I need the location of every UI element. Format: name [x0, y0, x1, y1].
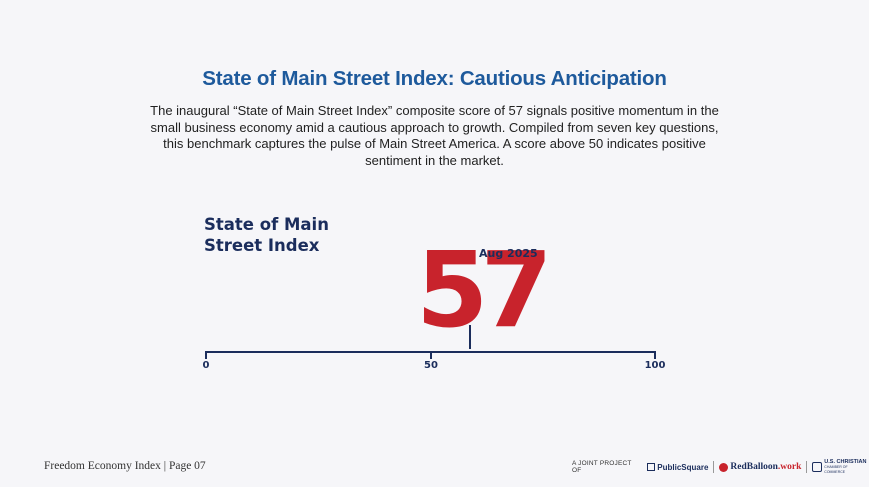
balloon-logo-icon	[719, 462, 729, 472]
publicsquare-logo: PublicSquare	[647, 463, 708, 472]
index-label-line2: Street Index	[204, 236, 320, 255]
index-label: State of Main Street Index	[204, 214, 364, 256]
uscc-logo: U.S. CHRISTIAN CHAMBER OF COMMERCE	[812, 458, 869, 475]
chamber-logo-icon	[812, 462, 823, 472]
redballoon-text: RedBalloon.work	[730, 462, 801, 472]
scale-label-min: 0	[202, 360, 210, 371]
publicsquare-text: PublicSquare	[657, 462, 709, 472]
scale-label-mid: 50	[424, 360, 438, 371]
uscc-main: U.S. CHRISTIAN	[824, 458, 867, 465]
logo-divider	[713, 461, 715, 473]
page-footer-label: Freedom Economy Index | Page 07	[44, 460, 206, 472]
joint-project-label: A JOINT PROJECT OF	[572, 460, 632, 474]
redballoon-logo: RedBalloon.work	[719, 462, 801, 472]
partner-logos: A JOINT PROJECT OF PublicSquare RedBallo…	[572, 458, 869, 475]
score-date: Aug 2025	[479, 247, 538, 260]
redballoon-suffix: .work	[777, 462, 802, 472]
square-logo-icon	[647, 463, 656, 471]
index-label-line1: State of Main	[204, 215, 329, 234]
intro-paragraph: The inaugural “State of Main Street Inde…	[150, 103, 719, 168]
uscc-sub: CHAMBER OF COMMERCE	[824, 464, 848, 474]
uscc-text: U.S. CHRISTIAN CHAMBER OF COMMERCE	[824, 458, 869, 475]
scale-tick-100	[654, 351, 656, 359]
scale-label-max: 100	[644, 360, 666, 371]
logo-divider	[806, 461, 808, 473]
page-title: State of Main Street Index: Cautious Ant…	[202, 67, 667, 90]
redballoon-main: RedBalloon	[730, 462, 778, 472]
scale-tick-50	[430, 351, 432, 359]
index-score: 57	[416, 229, 553, 351]
score-pointer	[469, 325, 471, 349]
scale-tick-0	[205, 351, 207, 359]
